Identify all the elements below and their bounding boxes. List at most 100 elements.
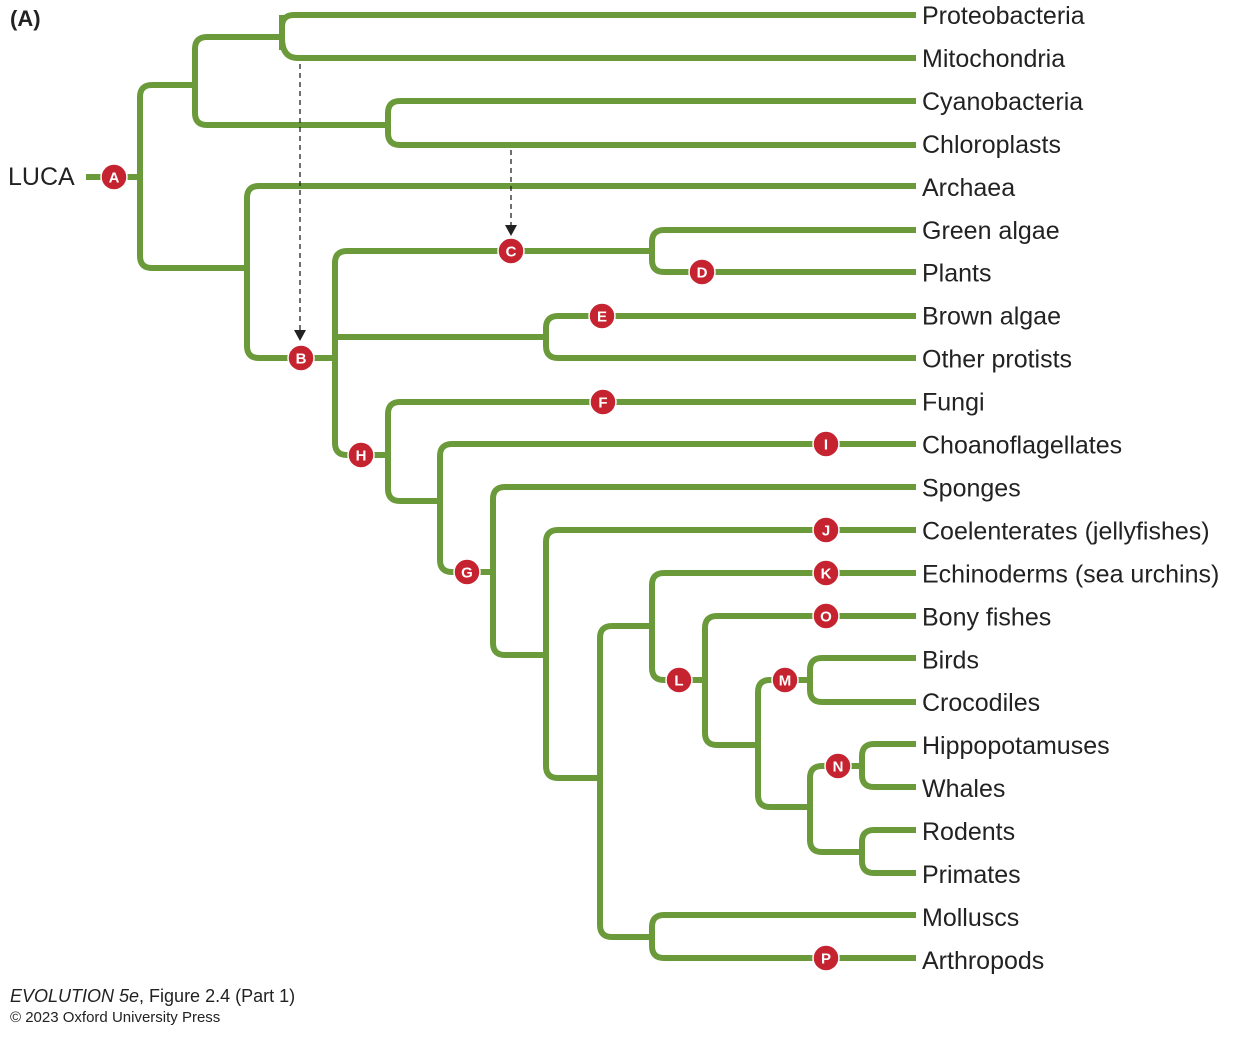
node-letter-a: A [109, 170, 120, 187]
node-circle-c [497, 237, 525, 265]
node-marker-b: B [287, 344, 315, 372]
node-circle-f [589, 388, 617, 416]
node-letter-h: H [356, 448, 367, 465]
node-circle-d [688, 258, 716, 286]
node-circle-b [287, 344, 315, 372]
node-marker-o: O [812, 602, 840, 630]
branch-arch-euk [244, 183, 916, 361]
caption-title-rest: , Figure 2.4 (Part 1) [139, 986, 296, 1006]
node-letter-j: J [822, 523, 830, 540]
taxon-label-proteobacteria: Proteobacteria [922, 2, 1085, 30]
branch-h [385, 399, 916, 504]
caption-copyright: © 2023 Oxford University Press [10, 1009, 221, 1026]
node-letter-n: N [833, 759, 844, 776]
node-letter-e: E [597, 309, 607, 326]
branch-coelenterates [543, 527, 916, 781]
taxon-label-crocodiles: Crocodiles [922, 689, 1040, 717]
node-circle-h [347, 441, 375, 469]
branch-b-trifurcation [332, 248, 652, 458]
taxon-label-other-protists: Other protists [922, 346, 1072, 374]
node-letter-o: O [820, 609, 832, 626]
node-marker-i: I [812, 430, 840, 458]
taxon-label-whales: Whales [922, 775, 1005, 803]
branch-hippo-whales [859, 741, 916, 790]
node-circle-l [665, 666, 693, 694]
taxon-label-bony-fishes: Bony fishes [922, 603, 1051, 631]
node-marker-g: G [453, 558, 481, 586]
branch-sponges [490, 484, 916, 658]
node-letter-k: K [821, 566, 832, 583]
node-circle-i [812, 430, 840, 458]
node-marker-h: H [347, 441, 375, 469]
node-marker-j: J [812, 516, 840, 544]
taxon-labels: Proteobacteria Mitochondria Cyanobacteria C… [922, 2, 1219, 975]
branch-brownalgae-protists [543, 313, 916, 361]
node-circle-k [812, 559, 840, 587]
branch-a-bracket [137, 82, 247, 271]
node-circle-e [588, 302, 616, 330]
taxon-label-molluscs: Molluscs [922, 904, 1019, 932]
branch-mammals [807, 763, 862, 855]
taxon-label-brown-algae: Brown algae [922, 303, 1061, 331]
node-circle-j [812, 516, 840, 544]
node-letter-b: B [296, 351, 307, 368]
node-marker-p: P [812, 944, 840, 972]
taxon-label-primates: Primates [922, 861, 1021, 889]
node-marker-d: D [688, 258, 716, 286]
node-circle-n [824, 752, 852, 780]
node-marker-k: K [812, 559, 840, 587]
node-marker-m: M [771, 666, 799, 694]
caption-title-italic: EVOLUTION 5e [10, 986, 140, 1006]
branch-bilateria [597, 623, 652, 940]
node-circle-p [812, 944, 840, 972]
branch-choano [437, 441, 916, 575]
endosymbiosis-arrows [294, 64, 517, 341]
taxon-label-chloroplasts: Chloroplasts [922, 131, 1061, 159]
branch-deuterostomes [649, 570, 916, 683]
branch-vertebrates [702, 613, 916, 748]
branch-bacteria-bracket [192, 34, 388, 128]
taxon-label-echinoderms-sea-urchins: Echinoderms (sea urchins) [922, 560, 1219, 588]
node-letter-c: C [506, 244, 517, 261]
node-marker-n: N [824, 752, 852, 780]
node-marker-l: L [665, 666, 693, 694]
taxon-label-coelenterates-jellyfishes: Coelenterates (jellyfishes) [922, 517, 1210, 545]
taxon-label-rodents: Rodents [922, 818, 1015, 846]
taxon-label-sponges: Sponges [922, 474, 1021, 502]
node-marker-f: F [589, 388, 617, 416]
node-circle-o [812, 602, 840, 630]
node-letter-m: M [779, 673, 792, 690]
tree-nodes: A B C D E F G H I J K L M N O P [100, 163, 852, 972]
branch-greenalgae-plants [649, 227, 916, 275]
panel-label: (A) [10, 6, 41, 31]
taxon-label-choanoflagellates: Choanoflagellates [922, 432, 1122, 460]
node-letter-g: G [461, 565, 473, 582]
branch-amniotes [755, 677, 810, 810]
node-letter-i: I [824, 437, 828, 454]
taxon-label-plants: Plants [922, 260, 991, 288]
branch-proteo-mito [279, 12, 916, 61]
mitochondria-arrowhead [294, 330, 306, 341]
node-letter-f: F [598, 395, 607, 412]
node-letter-l: L [674, 673, 683, 690]
figure-caption: EVOLUTION 5e, Figure 2.4 (Part 1) © 2023… [10, 986, 295, 1026]
branch-rodents-primates [859, 827, 916, 876]
branch-protostomes [649, 912, 916, 961]
taxon-label-fungi: Fungi [922, 389, 985, 417]
branch-cyano-chloro [385, 98, 916, 148]
node-circle-g [453, 558, 481, 586]
node-marker-e: E [588, 302, 616, 330]
root-label-luca: LUCA [8, 163, 75, 191]
node-marker-c: C [497, 237, 525, 265]
taxon-label-green-algae: Green algae [922, 217, 1060, 245]
node-circle-a [100, 163, 128, 191]
chloroplast-arrowhead [505, 225, 517, 236]
tree-branches [86, 12, 916, 961]
node-marker-a: A [100, 163, 128, 191]
taxon-label-arthropods: Arthropods [922, 947, 1044, 975]
branch-birds-crocs [807, 655, 916, 705]
node-letter-d: D [697, 265, 708, 282]
node-circle-m [771, 666, 799, 694]
taxon-label-hippopotamuses: Hippopotamuses [922, 732, 1110, 760]
node-letter-p: P [821, 951, 831, 968]
